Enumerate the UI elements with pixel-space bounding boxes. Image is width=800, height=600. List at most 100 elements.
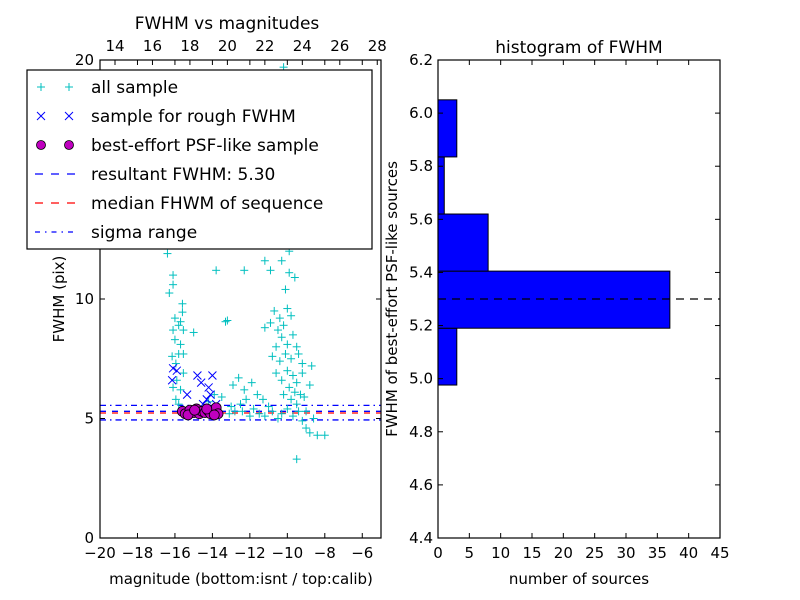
- all-sample-point: [292, 455, 301, 464]
- all-sample-point: [300, 392, 309, 401]
- scatter-x-tick-label: −18: [122, 544, 154, 562]
- legend-marker-x: [64, 111, 74, 121]
- psf-like-point: [189, 404, 201, 416]
- scatter-top-x-tick-label: 24: [293, 37, 312, 55]
- histogram-y-tick-label: 4.4: [409, 529, 433, 547]
- legend-label: sample for rough FWHM: [91, 107, 296, 127]
- legend-entry: best-effort PSF-like sample: [36, 136, 319, 156]
- rough-fwhm-point: [206, 390, 215, 399]
- histogram-x-tick-label: 40: [679, 544, 698, 562]
- all-sample-point: [283, 340, 292, 349]
- all-sample-point: [273, 414, 282, 423]
- all-sample-point: [294, 349, 303, 358]
- all-sample-point: [290, 273, 299, 282]
- scatter-x-tick-label: −12: [234, 544, 266, 562]
- all-sample-point: [245, 412, 254, 421]
- all-sample-point: [281, 285, 290, 294]
- legend-label: median FHWM of sequence: [91, 194, 323, 214]
- histogram-plot: histogram of FWHM 0 5 10 15 20 25 30 35 40 45 4.4…: [383, 38, 730, 588]
- all-sample-point: [268, 352, 277, 361]
- rough-fwhm-point: [208, 371, 217, 380]
- all-sample-point: [305, 381, 314, 390]
- scatter-y-tick-label: 5: [84, 410, 94, 428]
- histogram-x-tick-label: 45: [710, 544, 729, 562]
- all-sample-point: [302, 424, 311, 433]
- all-sample-point: [165, 289, 174, 298]
- scatter-x-tick-label: −8: [314, 544, 336, 562]
- all-sample-point: [171, 359, 180, 368]
- scatter-title: FWHM vs magnitudes: [135, 14, 320, 34]
- legend-marker-x: [36, 111, 46, 121]
- all-sample-point: [288, 412, 297, 421]
- all-sample-point: [277, 376, 286, 385]
- all-sample-point: [176, 317, 185, 326]
- legend-label: all sample: [91, 78, 178, 98]
- legend-entry: sigma range: [35, 223, 197, 243]
- legend-label: sigma range: [91, 223, 197, 243]
- scatter-plot-fwhm-vs-magnitudes: FWHM vs magnitudes −20 −18 −16 −14 −12 −10 −8−…: [26, 14, 387, 588]
- histogram-x-tick-label: 20: [554, 544, 573, 562]
- scatter-y-tick-label: 10: [75, 290, 94, 308]
- all-sample-point: [179, 326, 188, 335]
- legend-frame: [26, 69, 373, 250]
- all-sample-point: [174, 321, 183, 330]
- all-sample-point: [176, 385, 185, 394]
- histogram-bar: [437, 327, 458, 386]
- legend-entry: all sample: [37, 78, 178, 98]
- legend-label: resultant FWHM: 5.30: [91, 165, 275, 185]
- all-sample-point: [288, 330, 297, 339]
- scatter-legend: all sample sample for rough FWHM best-effo…: [26, 69, 373, 250]
- scatter-top-x-tick-label: 16: [143, 37, 162, 55]
- all-sample-point: [230, 407, 239, 416]
- rough-fwhm-point: [196, 378, 206, 388]
- scatter-x-tick-label: −14: [197, 544, 229, 562]
- histogram-y-tick-label: 5.8: [409, 157, 433, 175]
- legend-marker-plus: [65, 83, 73, 91]
- all-sample-point: [292, 378, 301, 387]
- all-sample-point: [210, 390, 219, 399]
- histogram-y-tick-label: 5.2: [409, 317, 433, 335]
- histogram-x-tick-label: 25: [585, 544, 604, 562]
- all-sample-point: [229, 381, 238, 390]
- all-sample-point: [307, 361, 316, 370]
- all-sample-point: [223, 316, 232, 325]
- histogram-y-tick-label: 5.0: [409, 370, 433, 388]
- all-sample-point: [176, 340, 185, 349]
- all-sample-point: [309, 414, 318, 423]
- histogram-bar: [437, 213, 489, 272]
- scatter-x-tick-label: −20: [84, 544, 116, 562]
- all-sample-point: [170, 314, 179, 323]
- histogram-y-tick-label: 5.6: [409, 210, 433, 228]
- scatter-y-axis-label: FWHM (pix): [50, 256, 68, 343]
- histogram-x-tick-label: 10: [491, 544, 510, 562]
- histogram-x-tick-label: 15: [522, 544, 541, 562]
- all-sample-point: [292, 400, 301, 409]
- histogram-x-tick-label: 30: [616, 544, 635, 562]
- scatter-top-x-tick-label: 20: [218, 37, 237, 55]
- all-sample-point: [283, 404, 292, 413]
- all-sample-point: [279, 390, 288, 399]
- all-sample-point: [277, 256, 286, 265]
- all-sample-point: [283, 366, 292, 375]
- all-sample-point: [294, 407, 303, 416]
- all-sample-point: [298, 359, 307, 368]
- all-sample-point: [249, 404, 258, 413]
- all-sample-point: [174, 400, 183, 409]
- histogram-y-tick-label: 4.8: [409, 423, 433, 441]
- all-sample-point: [287, 311, 296, 320]
- all-sample-point: [277, 409, 286, 418]
- all-sample-point: [260, 323, 269, 332]
- histogram-bar: [437, 156, 445, 215]
- all-sample-point: [178, 299, 187, 308]
- all-sample-point: [268, 407, 277, 416]
- all-sample-point: [172, 376, 181, 385]
- rough-fwhm-point: [204, 383, 214, 392]
- scatter-top-x-tick-label: 26: [330, 37, 349, 55]
- all-sample-point: [217, 392, 226, 401]
- all-sample-point: [255, 409, 264, 418]
- all-sample-point: [298, 369, 307, 378]
- scatter-x-axis-label: magnitude (bottom:isnt / top:calib): [109, 570, 373, 588]
- legend-entry: median FHWM of sequence: [35, 194, 323, 214]
- all-sample-point: [221, 317, 230, 326]
- legend-label: best-effort PSF-like sample: [91, 136, 319, 156]
